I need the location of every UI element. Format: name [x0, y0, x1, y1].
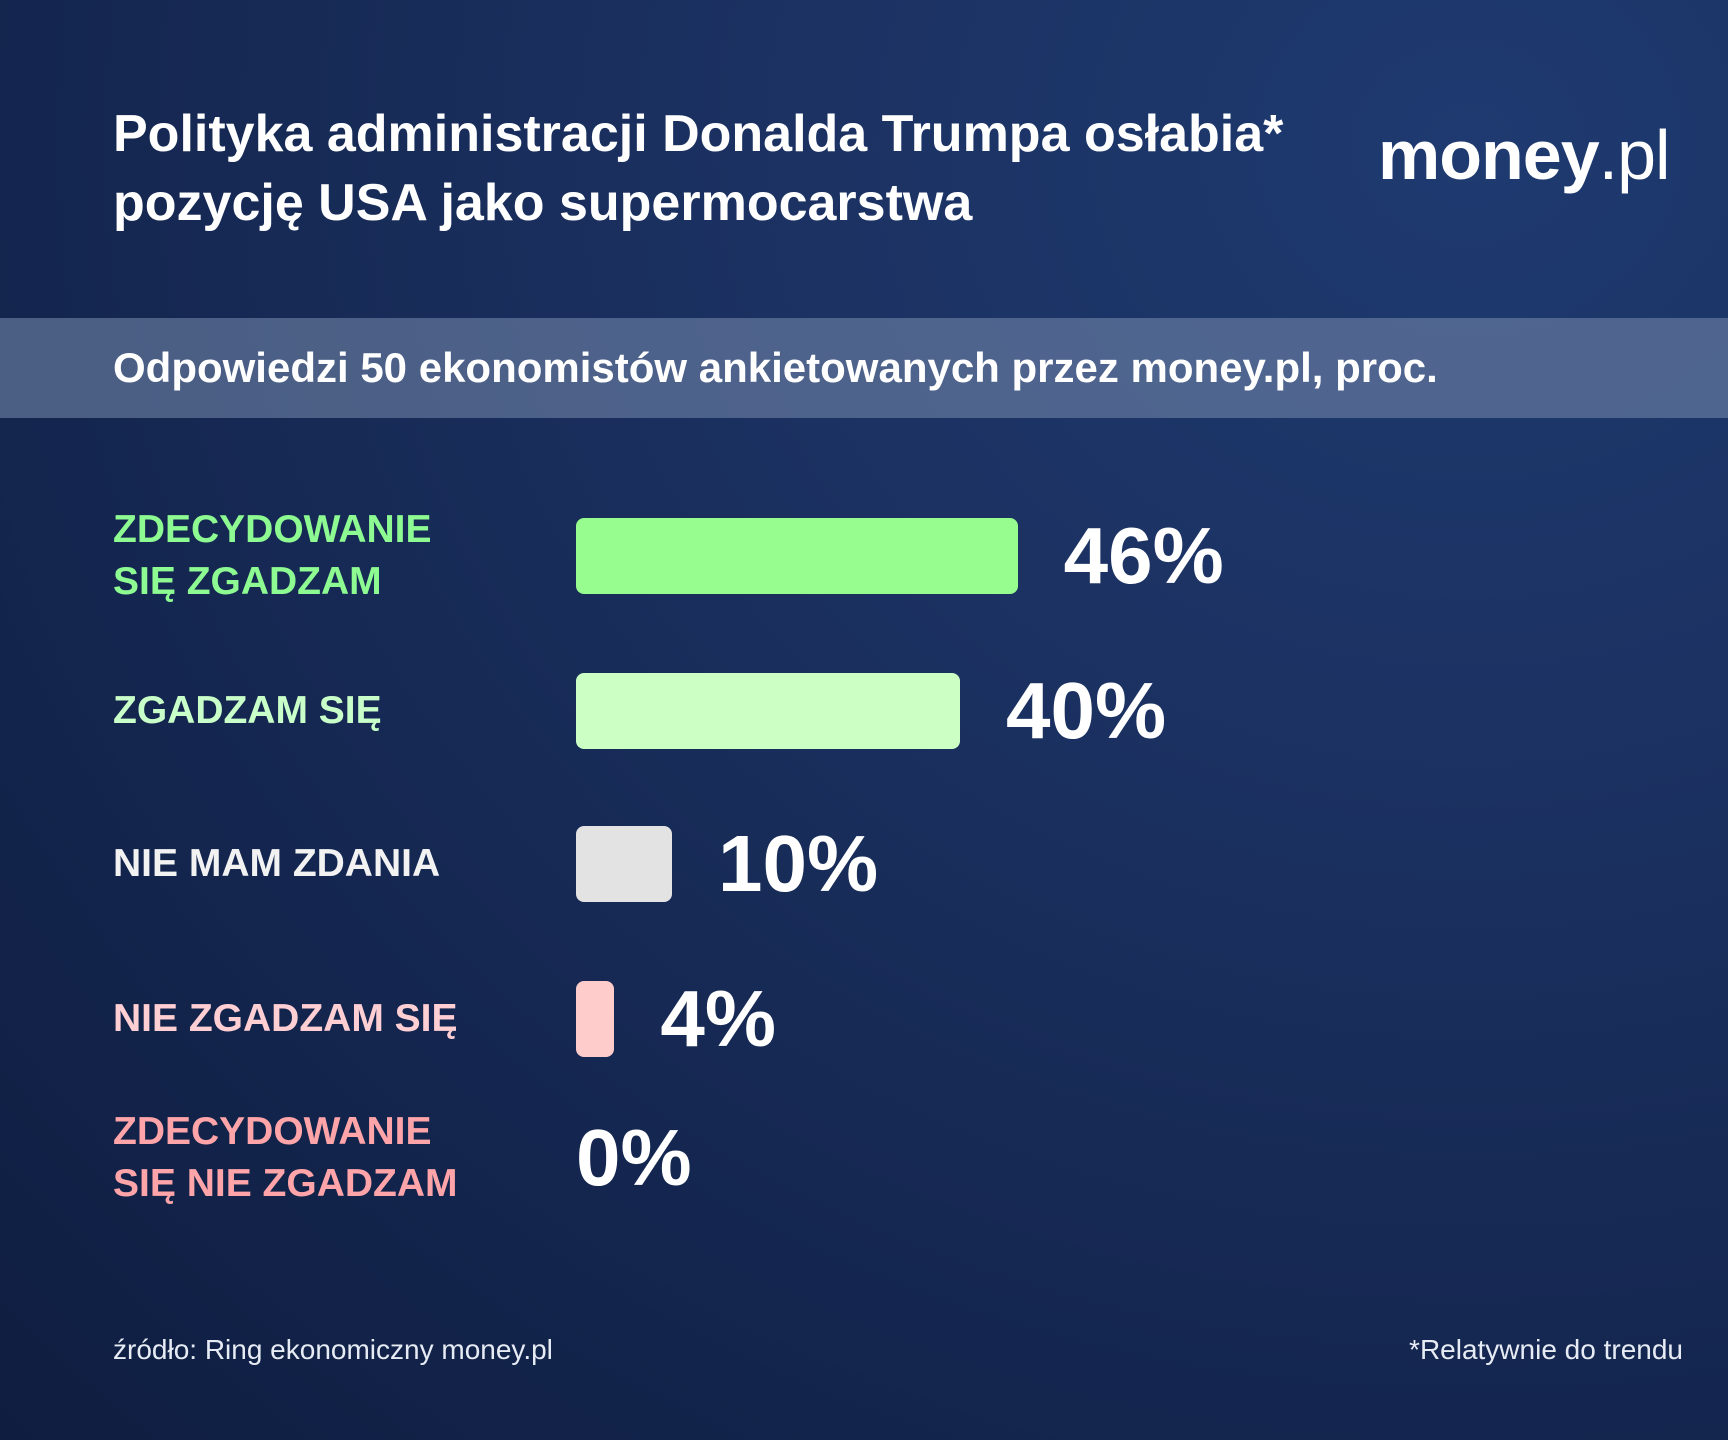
- title-line-1: Polityka administracji Donalda Trumpa os…: [113, 105, 1284, 163]
- value-label: 0%: [576, 1113, 692, 1202]
- value-label: 4%: [660, 974, 777, 1063]
- bar: [576, 673, 960, 749]
- bar: [576, 826, 672, 902]
- money-pl-logo: money.pl: [1378, 115, 1671, 195]
- category-label: NIE MAM ZDANIA: [113, 842, 441, 885]
- chart-subtitle: Odpowiedzi 50 ekonomistów ankietowanych …: [113, 344, 1438, 391]
- category-label: ZDECYDOWANIE: [113, 1110, 432, 1153]
- source-note: źródło: Ring ekonomiczny money.pl: [113, 1334, 553, 1365]
- category-label: NIE ZGADZAM SIĘ: [113, 997, 458, 1040]
- value-label: 46%: [1063, 511, 1224, 600]
- category-label: ZDECYDOWANIE: [113, 508, 432, 551]
- logo-wordmark: money: [1378, 116, 1600, 194]
- value-label: 40%: [1006, 666, 1167, 755]
- category-label: SIĘ NIE ZGADZAM: [113, 1162, 458, 1205]
- value-label: 10%: [718, 819, 879, 908]
- bar: [576, 981, 615, 1057]
- subtitle-band: Odpowiedzi 50 ekonomistów ankietowanych …: [0, 318, 1728, 418]
- bar: [576, 518, 1018, 594]
- logo-domain: .pl: [1598, 116, 1671, 194]
- chart-title: Polityka administracji Donalda Trumpa os…: [113, 100, 1343, 238]
- category-label: SIĘ ZGADZAM: [113, 560, 382, 603]
- title-line-2: pozycję USA jako supermocarstwa: [113, 174, 973, 232]
- footnote: *Relatywnie do trendu: [1409, 1334, 1683, 1365]
- category-label: ZGADZAM SIĘ: [113, 689, 382, 732]
